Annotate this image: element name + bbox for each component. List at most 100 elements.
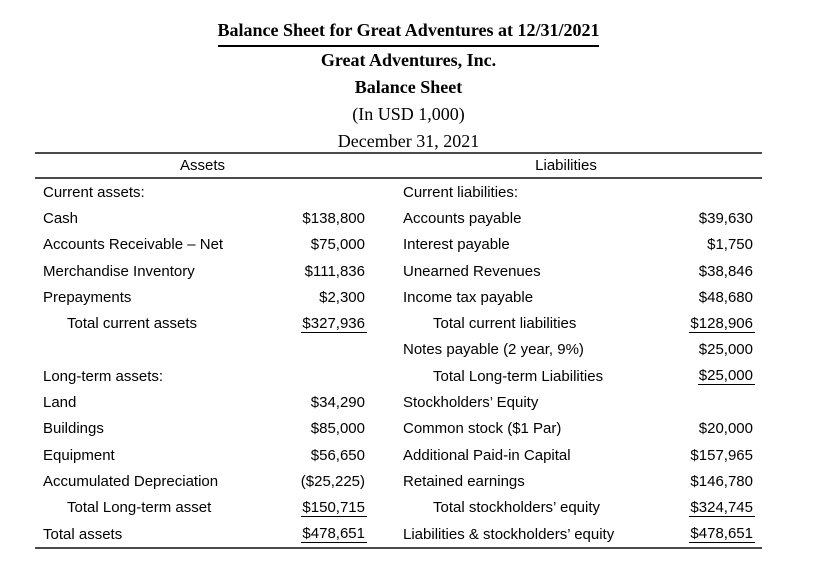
asset-label: Buildings bbox=[35, 420, 270, 437]
liability-label-text: Total stockholders’ equity bbox=[433, 499, 601, 517]
asset-label-text: Accounts Receivable – Net bbox=[43, 236, 224, 254]
asset-label-text: Merchandise Inventory bbox=[43, 262, 195, 280]
asset-label-text: Total assets bbox=[43, 525, 123, 543]
balance-sheet-table: Assets Liabilities Current assets: Curren… bbox=[35, 152, 762, 550]
liabilities-column-header: Liabilities bbox=[535, 157, 597, 174]
liability-label-text: Current liabilities: bbox=[403, 183, 519, 201]
liability-value-text: $20,000 bbox=[698, 420, 753, 438]
asset-label: Cash bbox=[35, 210, 270, 227]
balance-row: Notes payable (2 year, 9%) $25,000 bbox=[35, 337, 762, 363]
asset-label: Equipment bbox=[35, 447, 270, 464]
liability-label-text: Total Long-term Liabilities bbox=[433, 367, 604, 385]
asset-value-text: $85,000 bbox=[310, 420, 365, 438]
balance-row: Accumulated Depreciation ($25,225) Retaine… bbox=[35, 468, 762, 494]
asset-value-text: $478,651 bbox=[301, 525, 367, 543]
balance-row: Total assets $478,651 Liabilities & stockh… bbox=[35, 521, 762, 547]
liability-value-text: $478,651 bbox=[689, 525, 755, 543]
asset-label-text: Buildings bbox=[43, 420, 104, 438]
asset-label-text: Land bbox=[43, 394, 77, 412]
asset-label: Long-term assets: bbox=[35, 368, 270, 385]
table-body: Current assets: Current liabilities: Cash $… bbox=[35, 179, 762, 547]
asset-label-text: Long-term assets: bbox=[43, 367, 164, 385]
table-header-row: Assets Liabilities bbox=[35, 154, 762, 179]
liability-label: Unearned Revenues bbox=[370, 263, 632, 280]
liability-label: Accounts payable bbox=[370, 210, 632, 227]
liability-value-text: $39,630 bbox=[698, 209, 753, 227]
asset-label: Merchandise Inventory bbox=[35, 263, 270, 280]
asset-label-text: Equipment bbox=[43, 446, 115, 464]
asset-value: $34,290 bbox=[270, 394, 370, 411]
liability-label-text: Unearned Revenues bbox=[403, 262, 541, 280]
assets-column-header: Assets bbox=[179, 157, 225, 174]
asset-label: Prepayments bbox=[35, 289, 270, 306]
asset-value-text: $34,290 bbox=[310, 394, 365, 412]
liability-label: Retained earnings bbox=[370, 473, 632, 490]
liability-value-text: $128,906 bbox=[689, 314, 755, 333]
liability-label-text: Additional Paid-in Capital bbox=[403, 446, 571, 464]
asset-value-text: $327,936 bbox=[301, 314, 367, 333]
document-header: Balance Sheet for Great Adventures at 12… bbox=[0, 17, 817, 155]
liability-label: Notes payable (2 year, 9%) bbox=[370, 341, 632, 358]
asset-label: Total assets bbox=[35, 526, 270, 543]
liability-value-text: $25,000 bbox=[697, 367, 755, 386]
asset-value-text: $138,800 bbox=[302, 209, 365, 227]
liability-label: Additional Paid-in Capital bbox=[370, 447, 632, 464]
asset-value: $56,650 bbox=[270, 447, 370, 464]
liability-label-text: Interest payable bbox=[403, 236, 510, 254]
liability-value: $25,000 bbox=[632, 367, 762, 386]
balance-row: Land $34,290 Stockholders’ Equity bbox=[35, 389, 762, 415]
liability-label: Total current liabilities bbox=[370, 315, 632, 332]
asset-label: Total Long-term asset bbox=[35, 499, 270, 516]
liability-label-text: Common stock ($1 Par) bbox=[403, 420, 562, 438]
liability-label-text: Retained earnings bbox=[403, 472, 525, 490]
balance-row: Prepayments $2,300 Income tax payable $48,6… bbox=[35, 284, 762, 310]
asset-label-text: Total Long-term asset bbox=[67, 499, 212, 517]
liability-value: $478,651 bbox=[632, 525, 762, 543]
asset-value: $85,000 bbox=[270, 420, 370, 437]
liability-value: $128,906 bbox=[632, 315, 762, 333]
balance-row: Current assets: Current liabilities: bbox=[35, 179, 762, 205]
asset-value-text: $56,650 bbox=[310, 446, 365, 464]
asset-label: Land bbox=[35, 394, 270, 411]
liability-value-text: $38,846 bbox=[698, 262, 753, 280]
liability-value-text: $1,750 bbox=[707, 236, 753, 254]
liability-value: $1,750 bbox=[632, 236, 762, 253]
asset-value: $327,936 bbox=[270, 315, 370, 333]
asset-value: $2,300 bbox=[270, 289, 370, 306]
liability-label: Current liabilities: bbox=[370, 184, 632, 201]
liability-value: $38,846 bbox=[632, 263, 762, 280]
liability-label-text: Accounts payable bbox=[403, 209, 522, 227]
balance-row: Long-term assets: Total Long-term Liabili… bbox=[35, 363, 762, 389]
liability-value-text: $157,965 bbox=[690, 446, 753, 464]
asset-value-text: $2,300 bbox=[319, 288, 365, 306]
liability-label: Liabilities & stockholders’ equity bbox=[370, 526, 632, 543]
liability-value: $146,780 bbox=[632, 473, 762, 490]
document-title: Balance Sheet for Great Adventures at 12… bbox=[0, 17, 817, 47]
liability-value: $48,680 bbox=[632, 289, 762, 306]
liability-value-text: $146,780 bbox=[690, 472, 753, 490]
statement-name: Balance Sheet bbox=[354, 77, 463, 97]
balance-row: Buildings $85,000 Common stock ($1 Par) $20… bbox=[35, 416, 762, 442]
liability-label: Total stockholders’ equity bbox=[370, 499, 632, 516]
balance-row: Accounts Receivable – Net $75,000 Interest… bbox=[35, 232, 762, 258]
liability-value: $39,630 bbox=[632, 210, 762, 227]
liability-label: Interest payable bbox=[370, 236, 632, 253]
liability-label: Income tax payable bbox=[370, 289, 632, 306]
asset-label-text: Cash bbox=[43, 209, 79, 227]
statement-date: December 31, 2021 bbox=[337, 131, 480, 151]
asset-value: $111,836 bbox=[270, 263, 370, 280]
liability-label-text: Income tax payable bbox=[403, 288, 534, 306]
asset-value: $478,651 bbox=[270, 525, 370, 543]
liability-value: $324,745 bbox=[632, 499, 762, 517]
liability-value: $20,000 bbox=[632, 420, 762, 437]
balance-row: Equipment $56,650 Additional Paid-in Capit… bbox=[35, 442, 762, 468]
liability-label-text: Liabilities & stockholders’ equity bbox=[403, 525, 615, 543]
liability-label: Common stock ($1 Par) bbox=[370, 420, 632, 437]
balance-row: Total Long-term asset $150,715 Total stock… bbox=[35, 495, 762, 521]
asset-value-text: $75,000 bbox=[310, 236, 365, 254]
document-title-text: Balance Sheet for Great Adventures at 12… bbox=[217, 17, 600, 47]
asset-value-text: $150,715 bbox=[301, 498, 367, 517]
asset-label-text: Current assets: bbox=[43, 183, 145, 201]
liability-label-text: Stockholders’ Equity bbox=[403, 394, 539, 412]
